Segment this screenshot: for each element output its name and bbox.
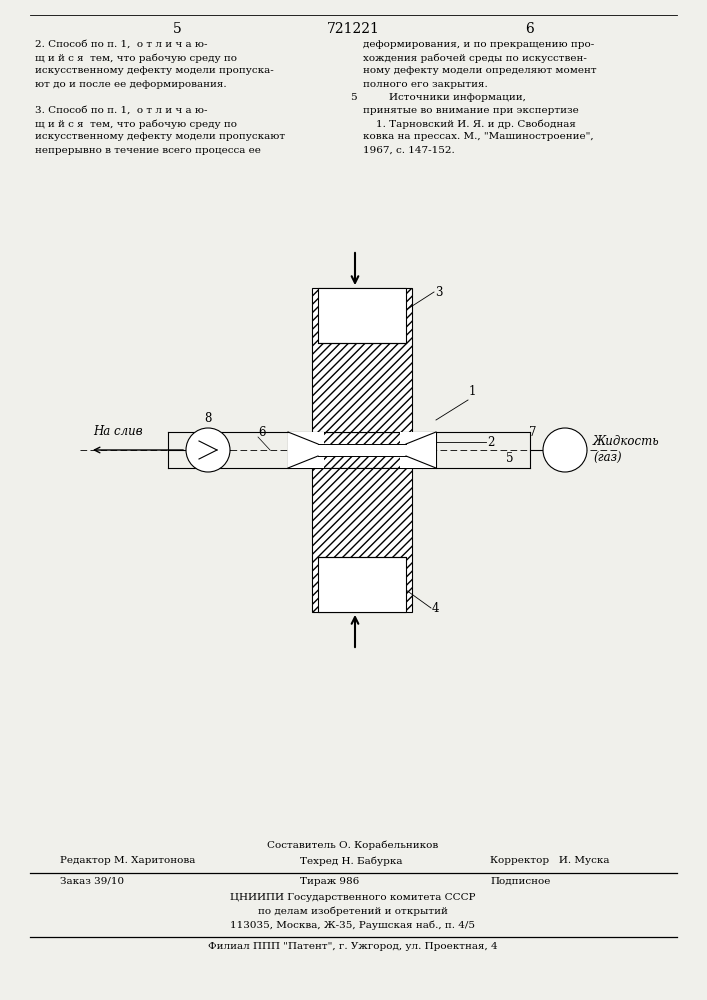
Text: 721221: 721221 <box>327 22 380 36</box>
Bar <box>318 444 406 456</box>
Circle shape <box>186 428 230 472</box>
Text: На слив: На слив <box>93 425 143 438</box>
Text: искусственному дефекту модели пропускают: искусственному дефекту модели пропускают <box>35 132 285 141</box>
Text: 5: 5 <box>173 22 182 36</box>
Text: искусственному дефекту модели пропуска-: искусственному дефекту модели пропуска- <box>35 66 274 75</box>
Text: полного его закрытия.: полного его закрытия. <box>363 80 488 89</box>
Text: по делам изобретений и открытий: по делам изобретений и открытий <box>258 907 448 916</box>
Text: щ и й с я  тем, что рабочую среду по: щ и й с я тем, что рабочую среду по <box>35 53 237 63</box>
Text: щ и й с я  тем, что рабочую среду по: щ и й с я тем, что рабочую среду по <box>35 119 237 129</box>
Bar <box>312 288 412 432</box>
Bar <box>288 432 324 468</box>
Text: ковка на прессах. М., "Машиностроение",: ковка на прессах. М., "Машиностроение", <box>363 132 594 141</box>
Text: Подписное: Подписное <box>490 877 550 886</box>
Text: 5: 5 <box>350 93 356 102</box>
Text: Тираж 986: Тираж 986 <box>300 877 359 886</box>
Text: 5: 5 <box>506 452 513 464</box>
Text: Жидкость
(газ): Жидкость (газ) <box>593 435 660 465</box>
Bar <box>318 557 406 612</box>
Text: 4: 4 <box>432 601 440 614</box>
Text: ному дефекту модели определяют момент: ному дефекту модели определяют момент <box>363 66 597 75</box>
Text: Филиал ППП "Патент", г. Ужгород, ул. Проектная, 4: Филиал ППП "Патент", г. Ужгород, ул. Про… <box>208 942 498 951</box>
Text: Источники информации,: Источники информации, <box>363 93 526 102</box>
Text: принятые во внимание при экспертизе: принятые во внимание при экспертизе <box>363 106 579 115</box>
Text: непрерывно в течение всего процесса ее: непрерывно в течение всего процесса ее <box>35 146 261 155</box>
Text: деформирования, и по прекращению про-: деформирования, и по прекращению про- <box>363 40 595 49</box>
Bar <box>288 432 436 468</box>
Text: 2. Способ по п. 1,  о т л и ч а ю-: 2. Способ по п. 1, о т л и ч а ю- <box>35 40 207 49</box>
Bar <box>312 468 412 612</box>
Text: ют до и после ее деформирования.: ют до и после ее деформирования. <box>35 80 227 89</box>
Text: Редактор М. Харитонова: Редактор М. Харитонова <box>60 856 195 865</box>
Text: 6: 6 <box>258 426 266 438</box>
Text: ЦНИИПИ Государственного комитета СССР: ЦНИИПИ Государственного комитета СССР <box>230 893 476 902</box>
Bar <box>400 432 436 468</box>
Text: 3. Способ по п. 1,  о т л и ч а ю-: 3. Способ по п. 1, о т л и ч а ю- <box>35 106 207 115</box>
Text: 3: 3 <box>435 286 443 298</box>
Text: хождения рабочей среды по искусствен-: хождения рабочей среды по искусствен- <box>363 53 587 63</box>
Text: 1: 1 <box>469 385 477 398</box>
Circle shape <box>543 428 587 472</box>
Text: Заказ 39/10: Заказ 39/10 <box>60 877 124 886</box>
Text: Корректор   И. Муска: Корректор И. Муска <box>490 856 609 865</box>
Text: 2: 2 <box>487 436 494 448</box>
Text: 7: 7 <box>529 426 537 438</box>
Text: 1967, с. 147-152.: 1967, с. 147-152. <box>363 146 455 155</box>
Text: 8: 8 <box>204 412 211 424</box>
Bar <box>318 288 406 343</box>
Text: 113035, Москва, Ж-35, Раушская наб., п. 4/5: 113035, Москва, Ж-35, Раушская наб., п. … <box>230 921 476 930</box>
Text: 1. Тарновский И. Я. и др. Свободная: 1. Тарновский И. Я. и др. Свободная <box>363 119 576 129</box>
Text: Техред Н. Бабурка: Техред Н. Бабурка <box>300 856 402 865</box>
Text: Составитель О. Корабельников: Составитель О. Корабельников <box>267 840 438 850</box>
Text: 6: 6 <box>525 22 534 36</box>
